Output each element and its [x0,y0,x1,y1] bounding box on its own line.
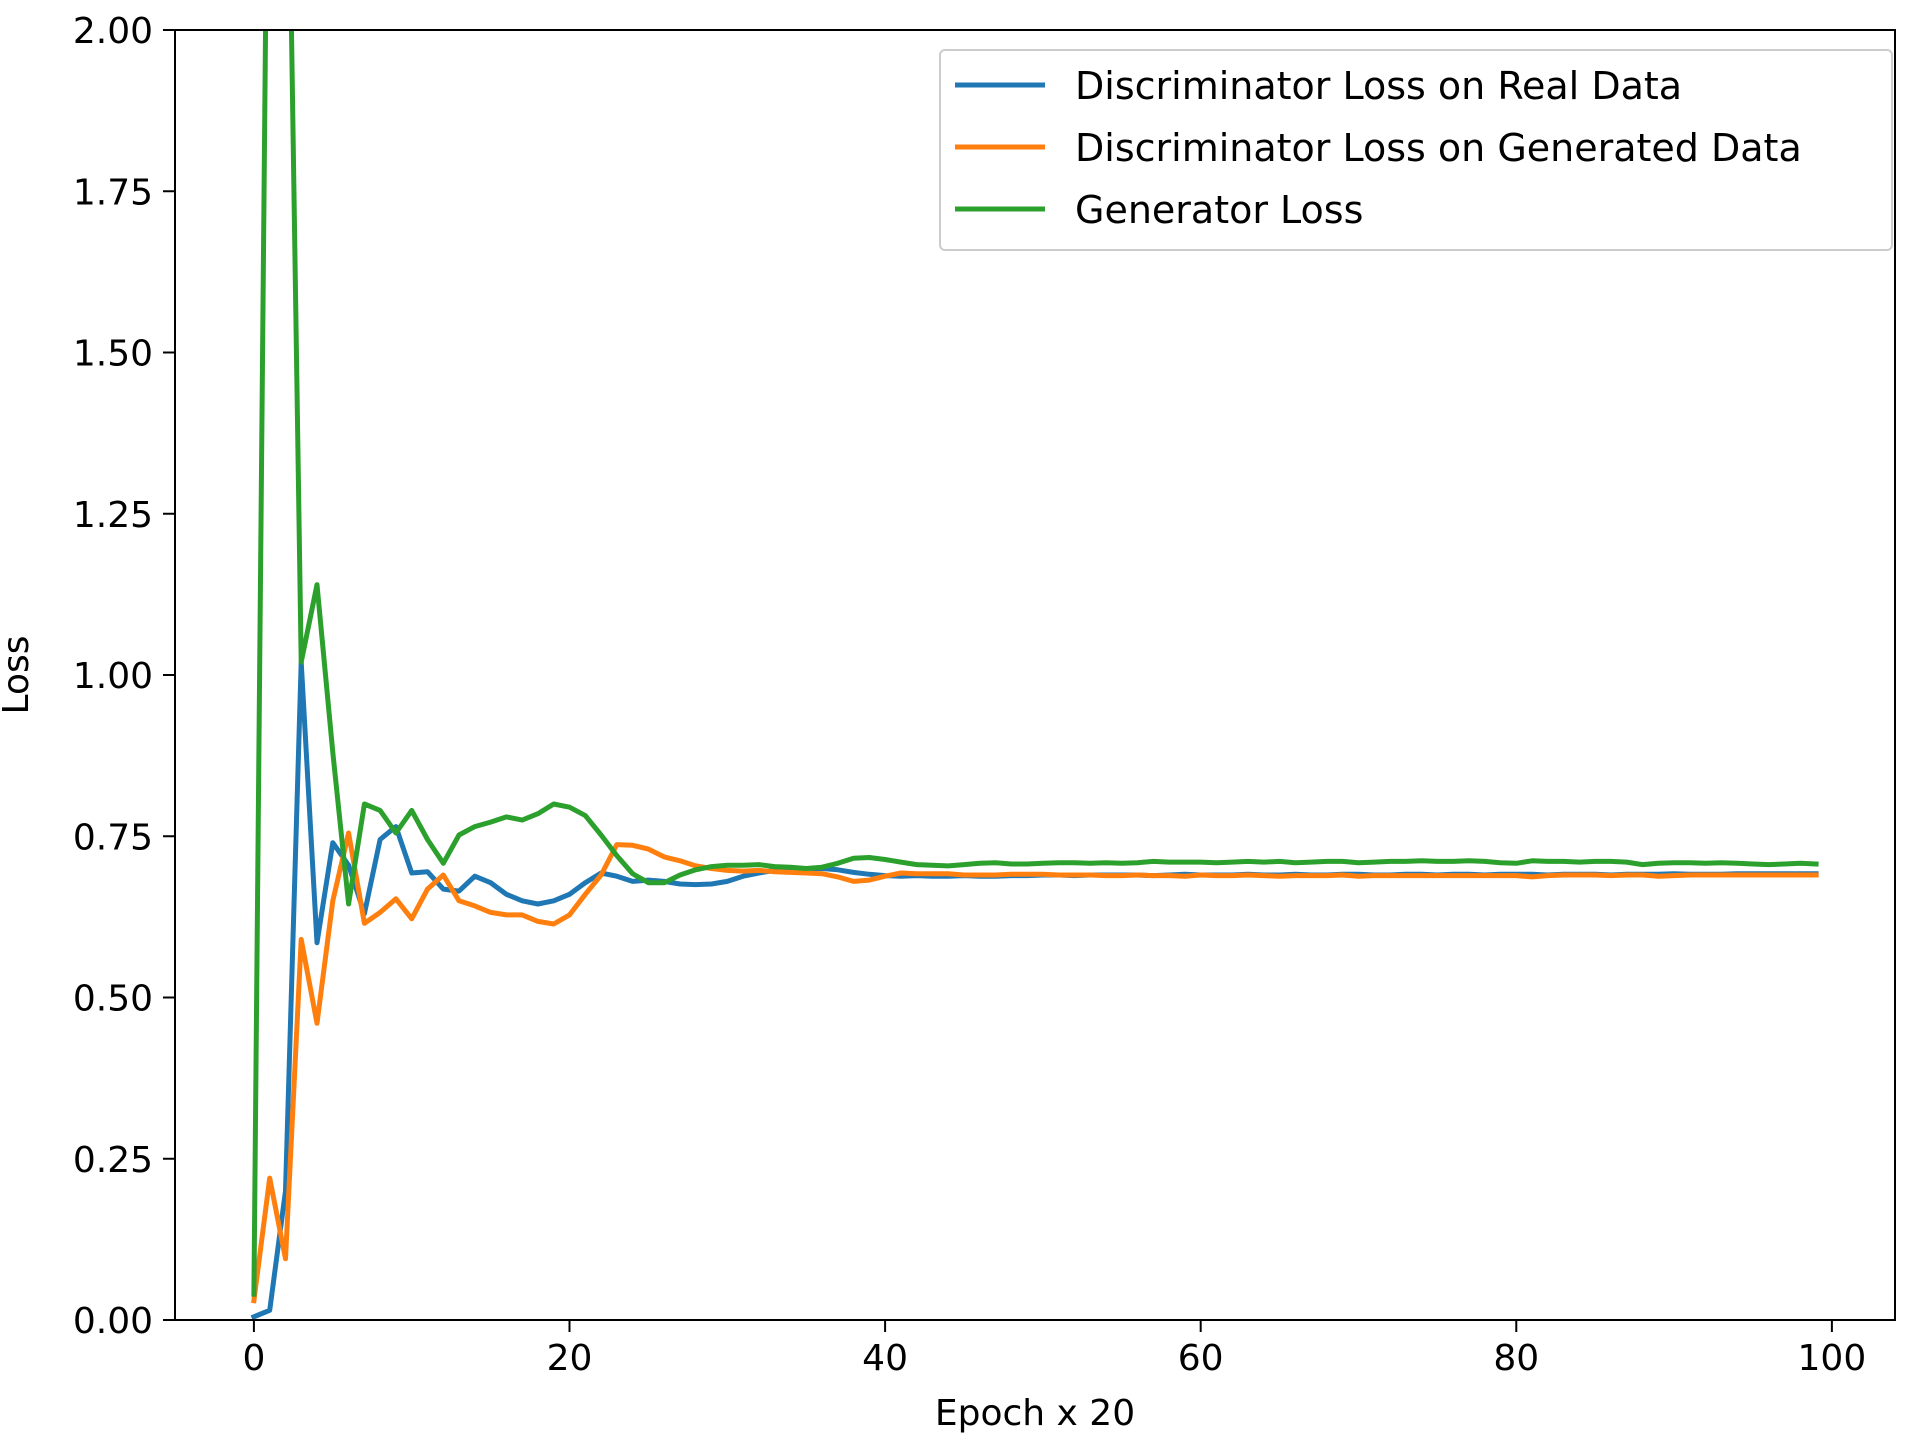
y-tick-label: 1.75 [73,172,153,213]
x-tick-label: 20 [547,1338,593,1379]
y-tick-label: 0.50 [73,979,153,1020]
y-tick-label: 2.00 [73,11,153,52]
series-line-discriminator-loss-on-generated-data [251,830,1819,1304]
y-axis-label: Loss [0,636,37,715]
x-axis-label: Epoch x 20 [935,1393,1135,1434]
x-tick-label: 80 [1493,1338,1539,1379]
y-tick-label: 0.00 [73,1301,153,1342]
x-tick-label: 0 [242,1338,265,1379]
legend-box [939,49,1893,251]
series-layer [250,30,1819,1320]
y-tick-label: 0.25 [73,1140,153,1181]
legend: Discriminator Loss on Real Data Discrimin… [939,49,1893,251]
x-tick-label: 40 [862,1338,908,1379]
y-tick-label: 0.75 [73,817,153,858]
x-axis: 0 20 40 60 80 100 [242,1320,1866,1379]
x-tick-label: 100 [1798,1338,1867,1379]
y-axis: 0.00 0.25 0.50 0.75 1.00 1.25 1.50 1.75 2.00 [73,11,175,1342]
legend-label-discriminator-loss-on-real-data: Discriminator Loss on Real Data [1075,64,1682,108]
y-tick-label: 1.25 [73,495,153,536]
y-tick-label: 1.50 [73,334,153,375]
legend-label-generator-loss: Generator Loss [1075,188,1363,232]
y-tick-label: 1.00 [73,656,153,697]
x-tick-label: 60 [1178,1338,1224,1379]
legend-label-discriminator-loss-on-generated-data: Discriminator Loss on Generated Data [1075,126,1802,170]
series-line-generator-loss [251,30,1819,1297]
